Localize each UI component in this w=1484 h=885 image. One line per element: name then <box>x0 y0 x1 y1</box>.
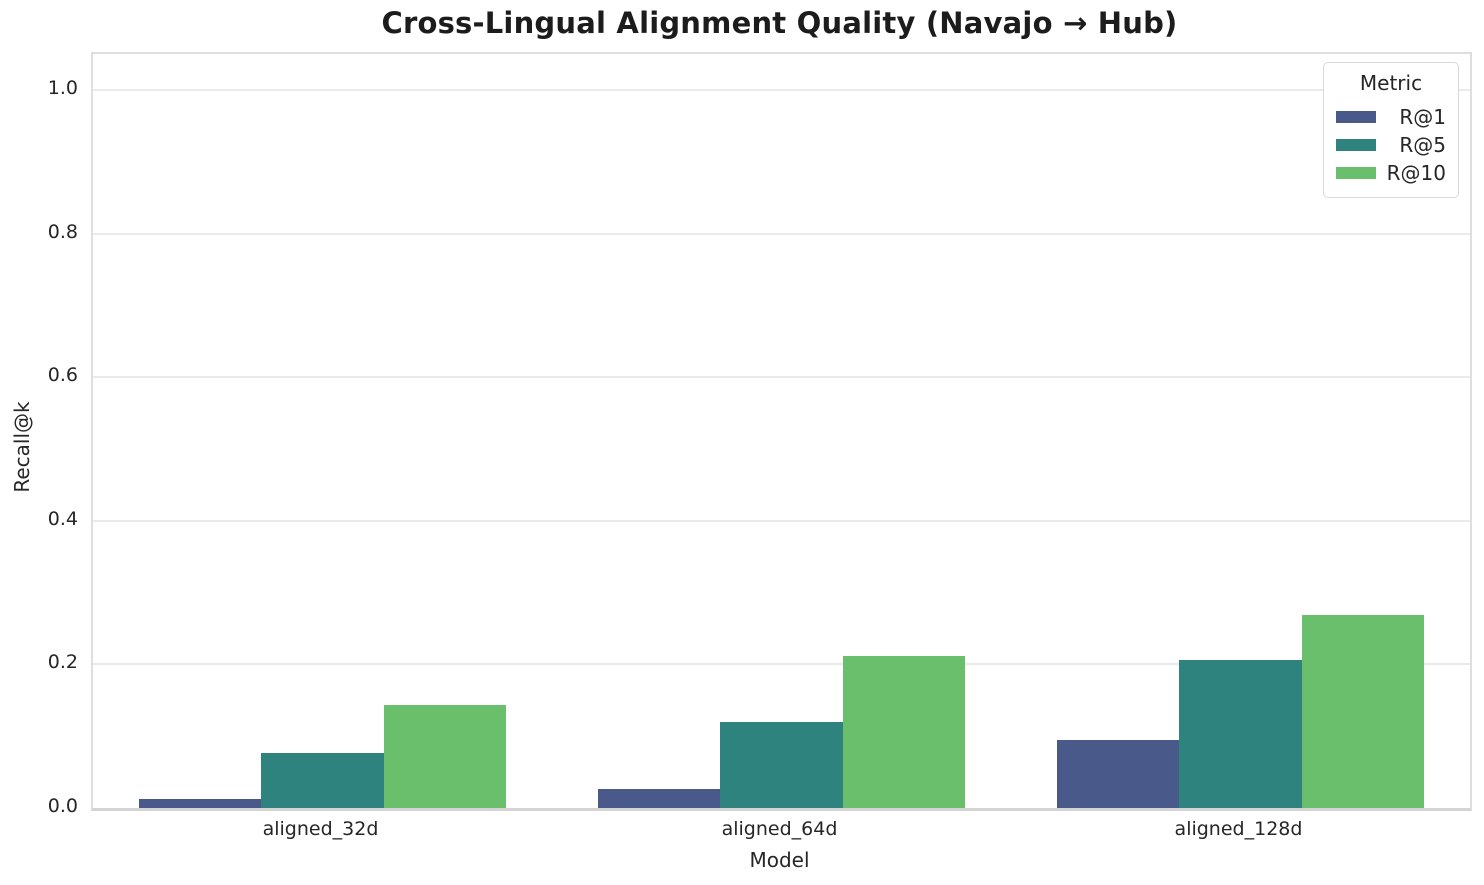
legend-swatch-R@5 <box>1336 139 1376 151</box>
legend-rows: R@1 R@5 R@10 <box>1334 103 1448 187</box>
gridline-y-0.6 <box>93 376 1470 379</box>
legend-label-R@1: R@1 <box>1399 105 1446 129</box>
gridline-y-0.4 <box>93 519 1470 522</box>
legend-label-R@10: R@10 <box>1386 161 1446 185</box>
legend-swatch-R@1 <box>1336 111 1376 123</box>
x-axis-label: Model <box>749 848 810 872</box>
y-tick-0.2: 0.2 <box>47 651 78 674</box>
gridline-y-0.2 <box>93 663 1470 666</box>
y-axis-label: Recall@k <box>10 401 34 493</box>
bar-R@5-aligned_64d <box>720 721 843 808</box>
legend-row-R@5: R@5 <box>1334 131 1448 159</box>
y-tick-0.8: 0.8 <box>47 220 78 243</box>
legend-row-R@1: R@1 <box>1334 103 1448 131</box>
legend: Metric R@1 R@5 R@10 <box>1323 62 1459 198</box>
gridline-y-0.8 <box>93 232 1470 235</box>
x-tick-aligned_64d: aligned_64d <box>721 818 838 840</box>
bar-R@5-aligned_32d <box>261 752 384 808</box>
bar-R@1-aligned_128d <box>1056 739 1180 808</box>
y-tick-0.0: 0.0 <box>47 795 78 817</box>
bar-R@10-aligned_128d <box>1301 614 1425 808</box>
x-tick-aligned_32d: aligned_32d <box>262 818 379 840</box>
bar-R@10-aligned_32d <box>383 705 507 808</box>
bar-R@10-aligned_64d <box>842 656 966 808</box>
plot-area <box>91 52 1472 811</box>
chart-title: Cross-Lingual Alignment Quality (Navajo … <box>381 6 1178 40</box>
bar-R@1-aligned_64d <box>597 788 721 808</box>
y-tick-0.4: 0.4 <box>47 507 78 530</box>
legend-swatch-R@10 <box>1336 167 1376 179</box>
gridline-y-1.0 <box>93 88 1470 91</box>
legend-label-R@5: R@5 <box>1399 133 1446 157</box>
bar-R@5-aligned_128d <box>1179 660 1302 808</box>
y-tick-0.6: 0.6 <box>47 364 78 387</box>
bar-R@1-aligned_32d <box>138 799 262 808</box>
legend-row-R@10: R@10 <box>1334 159 1448 187</box>
legend-title: Metric <box>1359 71 1423 95</box>
y-tick-1.0: 1.0 <box>47 76 78 99</box>
x-tick-aligned_128d: aligned_128d <box>1174 818 1303 840</box>
